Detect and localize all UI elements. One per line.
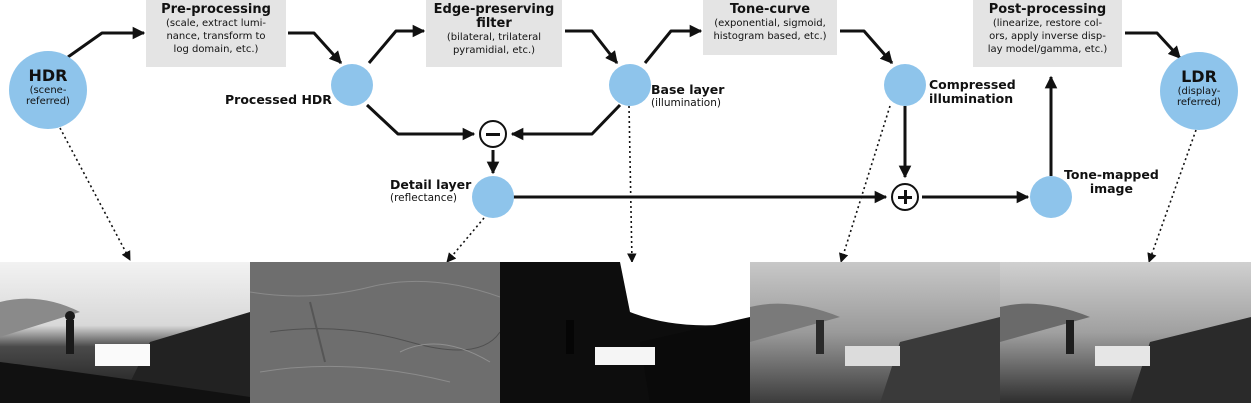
detail-layer-label: Detail layer (reflectance) bbox=[390, 177, 472, 205]
photo-detail-layer bbox=[250, 262, 500, 403]
photo-base-layer bbox=[500, 262, 750, 403]
arrow-filter-to-base-layer bbox=[565, 29, 619, 64]
preprocessing-box: Pre-processing (scale, extract lumi- nan… bbox=[146, 0, 286, 67]
arrow-preprocessing-to-processed-hdr bbox=[288, 31, 343, 65]
photo-strip bbox=[0, 262, 1251, 403]
plus-bar-vertical bbox=[903, 190, 907, 204]
ldr-node: LDR (display- referred) bbox=[1160, 52, 1238, 130]
photo-compressed-scene bbox=[750, 262, 1000, 403]
preprocessing-title: Pre-processing bbox=[161, 2, 271, 17]
base-layer-title: Base layer bbox=[651, 82, 725, 97]
arrow-base-layer-to-tone-curve bbox=[643, 24, 703, 64]
base-layer-node bbox=[609, 64, 651, 106]
photo-compressed bbox=[750, 262, 1000, 403]
base-layer-subtitle: (illumination) bbox=[651, 97, 721, 109]
processed-hdr-node bbox=[331, 64, 373, 106]
dotted-detail-to-photo bbox=[446, 217, 485, 263]
arrow-tone-curve-to-compressed bbox=[840, 29, 894, 64]
processed-hdr-label: Processed HDR bbox=[225, 93, 332, 107]
tone-mapped-node bbox=[1030, 176, 1072, 218]
arrow-processed-hdr-to-filter bbox=[367, 24, 426, 64]
hdr-node: HDR (scene- referred) bbox=[9, 51, 87, 129]
filter-title-1: Edge-preserving bbox=[433, 2, 555, 17]
detail-layer-title: Detail layer bbox=[390, 177, 472, 192]
processed-hdr-text: Processed HDR bbox=[225, 92, 332, 107]
compressed-illumination-node bbox=[884, 64, 926, 106]
base-layer-label: Base layer (illumination) bbox=[651, 82, 725, 110]
compressed-illumination-label: Compressed illumination bbox=[929, 78, 1016, 106]
hdr-detail-2: referred) bbox=[26, 96, 70, 107]
arrow-hdr-to-preprocessing bbox=[67, 26, 146, 59]
photo-tone-mapped-scene bbox=[1000, 262, 1251, 403]
detail-layer-node bbox=[472, 176, 514, 218]
photo-detail-layer-scene bbox=[250, 262, 500, 403]
edge-preserving-filter-box: Edge-preserving filter (bilateral, trila… bbox=[426, 0, 562, 67]
arrow-postprocessing-to-ldr bbox=[1125, 31, 1182, 60]
subtract-operator-icon bbox=[479, 120, 507, 148]
add-operator-icon bbox=[891, 183, 919, 211]
preprocessing-detail-1: (scale, extract lumi- bbox=[166, 18, 266, 29]
postprocessing-detail-3: lay model/gamma, etc.) bbox=[987, 44, 1108, 55]
postprocessing-box: Post-processing (linearize, restore col-… bbox=[973, 0, 1122, 67]
dotted-base-to-photo bbox=[627, 105, 637, 263]
compressed-line-1: Compressed bbox=[929, 77, 1016, 92]
hdr-detail-1: (scene- bbox=[29, 85, 67, 96]
filter-detail-1: (bilateral, trilateral bbox=[446, 32, 542, 43]
minus-bar bbox=[486, 133, 500, 136]
photo-hdr-input-scene bbox=[0, 262, 250, 403]
ldr-detail-2: referred) bbox=[1177, 97, 1221, 108]
filter-detail-2: pyramidial, etc.) bbox=[452, 45, 536, 56]
photo-base-layer-scene bbox=[500, 262, 750, 403]
ldr-detail-1: (display- bbox=[1177, 86, 1221, 97]
ldr-title: LDR bbox=[1181, 67, 1217, 86]
tone-mapped-line-1: Tone-mapped bbox=[1064, 167, 1159, 182]
dotted-hdr-to-photo bbox=[59, 127, 131, 261]
tone-curve-box: Tone-curve (exponential, sigmoid, histog… bbox=[703, 0, 837, 55]
dotted-compressed-to-photo bbox=[839, 105, 891, 263]
tone-curve-detail-2: histogram based, etc.) bbox=[713, 31, 827, 42]
tone-mapped-label: Tone-mapped image bbox=[1064, 168, 1159, 196]
tone-mapped-line-2: image bbox=[1089, 181, 1133, 196]
tone-curve-detail-1: (exponential, sigmoid, bbox=[714, 18, 826, 29]
photo-tone-mapped bbox=[1000, 262, 1251, 403]
filter-title-2: filter bbox=[476, 16, 512, 31]
preprocessing-detail-2: nance, transform to bbox=[166, 31, 266, 42]
postprocessing-detail-1: (linearize, restore col- bbox=[992, 18, 1103, 29]
postprocessing-detail-2: ors, apply inverse disp- bbox=[989, 31, 1106, 42]
arrow-base-layer-to-subtract bbox=[510, 103, 622, 141]
dotted-ldr-to-photo bbox=[1147, 129, 1197, 263]
photo-hdr-input bbox=[0, 262, 250, 403]
preprocessing-detail-3: log domain, etc.) bbox=[173, 44, 259, 55]
detail-layer-subtitle: (reflectance) bbox=[390, 192, 458, 204]
hdr-title: HDR bbox=[28, 66, 68, 85]
compressed-line-2: illumination bbox=[929, 91, 1014, 106]
postprocessing-title: Post-processing bbox=[988, 2, 1107, 17]
tone-curve-title: Tone-curve bbox=[729, 2, 811, 17]
arrow-processed-hdr-to-subtract bbox=[365, 103, 476, 141]
